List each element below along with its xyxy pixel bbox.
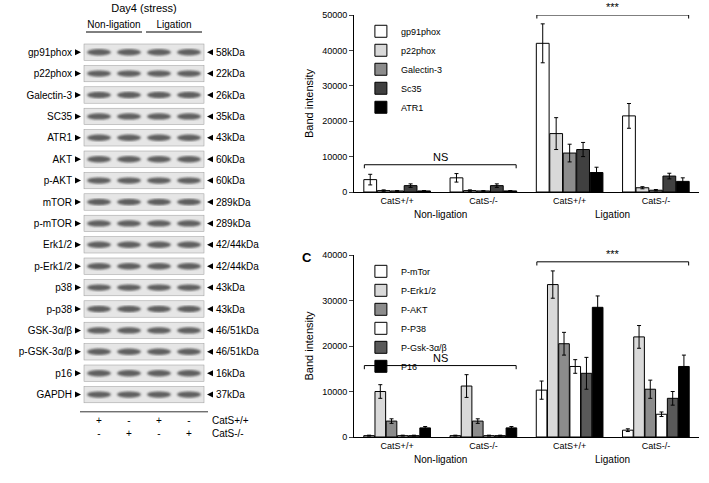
svg-text:35kDa: 35kDa	[216, 111, 245, 122]
svg-text:40000: 40000	[322, 46, 347, 56]
svg-text:+: +	[156, 415, 162, 426]
svg-text:289kDa: 289kDa	[216, 218, 251, 229]
svg-text:P-Erk1/2: P-Erk1/2	[401, 286, 436, 296]
svg-text:-: -	[157, 428, 160, 439]
svg-text:40000: 40000	[322, 250, 347, 260]
svg-text:20000: 20000	[322, 116, 347, 126]
svg-text:Non-ligation: Non-ligation	[414, 454, 467, 465]
svg-text:0: 0	[342, 432, 347, 442]
svg-text:CatS+/+: CatS+/+	[553, 196, 586, 206]
svg-text:-: -	[187, 415, 190, 426]
svg-text:p38: p38	[55, 282, 72, 293]
svg-text:P16: P16	[401, 362, 417, 372]
svg-text:Ligation: Ligation	[156, 19, 191, 30]
svg-text:42/44kDa: 42/44kDa	[216, 261, 259, 272]
svg-text:0: 0	[342, 187, 347, 197]
svg-text:p-GSK-3α/β: p-GSK-3α/β	[19, 346, 72, 357]
svg-text:mTOR: mTOR	[43, 197, 72, 208]
svg-text:NS: NS	[433, 352, 448, 364]
svg-text:20000: 20000	[322, 341, 347, 351]
svg-text:ATR1: ATR1	[47, 132, 72, 143]
svg-text:C: C	[302, 250, 312, 265]
svg-text:p22phox: p22phox	[34, 68, 72, 79]
svg-text:-: -	[127, 415, 130, 426]
svg-text:+: +	[96, 415, 102, 426]
svg-text:37kDa: 37kDa	[216, 389, 245, 400]
svg-text:CatS-/-: CatS-/-	[469, 196, 498, 206]
svg-text:289kDa: 289kDa	[216, 197, 251, 208]
svg-text:Ligation: Ligation	[595, 454, 630, 465]
svg-text:16kDa: 16kDa	[216, 368, 245, 379]
svg-text:Galectin-3: Galectin-3	[401, 65, 442, 75]
svg-text:60kDa: 60kDa	[216, 154, 245, 165]
svg-text:Erk1/2: Erk1/2	[43, 239, 72, 250]
svg-text:30000: 30000	[322, 296, 347, 306]
svg-text:CatS+/+: CatS+/+	[553, 441, 586, 451]
svg-text:p22phox: p22phox	[401, 46, 436, 56]
svg-text:+: +	[126, 428, 132, 439]
svg-text:Day4 (stress): Day4 (stress)	[111, 2, 176, 14]
svg-text:CatS+/+: CatS+/+	[381, 196, 414, 206]
svg-text:ATR1: ATR1	[401, 103, 423, 113]
svg-text:Non-ligation: Non-ligation	[87, 19, 140, 30]
svg-text:Sc35: Sc35	[401, 84, 422, 94]
svg-text:26kDa: 26kDa	[216, 90, 245, 101]
svg-text:Non-ligation: Non-ligation	[414, 209, 467, 220]
svg-text:***: ***	[606, 1, 620, 13]
svg-text:P-AKT: P-AKT	[401, 305, 428, 315]
svg-text:p16: p16	[55, 368, 72, 379]
svg-text:43kDa: 43kDa	[216, 132, 245, 143]
svg-text:***: ***	[606, 248, 620, 260]
svg-text:43kDa: 43kDa	[216, 282, 245, 293]
svg-text:-: -	[97, 428, 100, 439]
svg-text:CatS+/+: CatS+/+	[381, 441, 414, 451]
svg-text:P-Gsk-3α/β: P-Gsk-3α/β	[401, 343, 447, 353]
svg-text:SC35: SC35	[47, 111, 72, 122]
svg-text:46/51kDa: 46/51kDa	[216, 346, 259, 357]
svg-text:42/44kDa: 42/44kDa	[216, 239, 259, 250]
svg-text:gp91phox: gp91phox	[28, 47, 72, 58]
svg-text:43kDa: 43kDa	[216, 304, 245, 315]
svg-text:GSK-3α/β: GSK-3α/β	[28, 325, 73, 336]
svg-text:gp91phox: gp91phox	[401, 27, 441, 37]
svg-text:30000: 30000	[322, 81, 347, 91]
svg-text:CatS-/-: CatS-/-	[642, 441, 671, 451]
svg-text:22kDa: 22kDa	[216, 68, 245, 79]
svg-text:50000: 50000	[322, 10, 347, 20]
svg-text:p-p38: p-p38	[46, 304, 72, 315]
svg-text:10000: 10000	[322, 387, 347, 397]
svg-text:Ligation: Ligation	[595, 209, 630, 220]
svg-text:P-P38: P-P38	[401, 324, 426, 334]
svg-text:Band intensity: Band intensity	[303, 311, 315, 381]
svg-text:p-Erk1/2: p-Erk1/2	[34, 261, 72, 272]
svg-text:AKT: AKT	[53, 154, 72, 165]
svg-text:CatS-/-: CatS-/-	[642, 196, 671, 206]
svg-text:CatS-/-: CatS-/-	[469, 441, 498, 451]
svg-text:10000: 10000	[322, 152, 347, 162]
svg-text:CatS-/-: CatS-/-	[212, 428, 244, 439]
svg-text:CatS+/+: CatS+/+	[212, 415, 249, 426]
svg-text:+: +	[186, 428, 192, 439]
svg-text:NS: NS	[433, 151, 448, 163]
svg-text:60kDa: 60kDa	[216, 175, 245, 186]
svg-text:Galectin-3: Galectin-3	[26, 90, 72, 101]
svg-text:Band intensity: Band intensity	[303, 68, 315, 138]
svg-text:58kDa: 58kDa	[216, 47, 245, 58]
svg-text:p-AKT: p-AKT	[44, 175, 72, 186]
svg-text:GAPDH: GAPDH	[36, 389, 72, 400]
svg-text:p-mTOR: p-mTOR	[34, 218, 72, 229]
svg-text:P-mTor: P-mTor	[401, 267, 430, 277]
svg-text:46/51kDa: 46/51kDa	[216, 325, 259, 336]
